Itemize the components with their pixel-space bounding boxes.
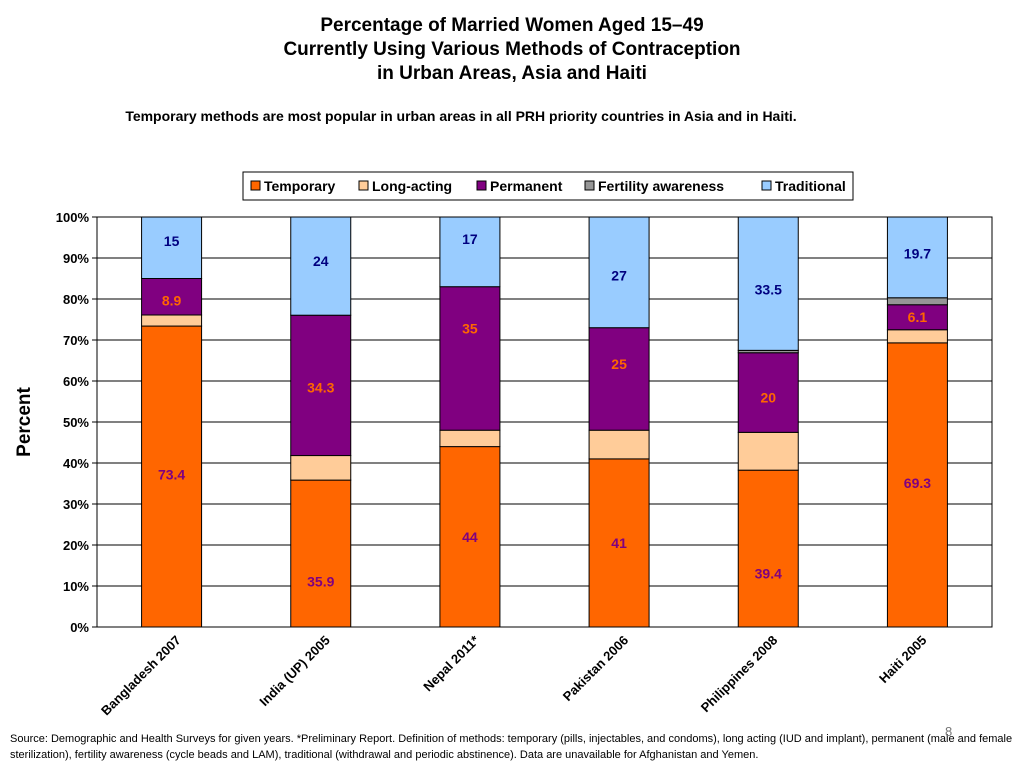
- y-tick-label: 0%: [70, 620, 89, 635]
- data-label: 44: [462, 529, 478, 545]
- bar-segment-fertility-awareness: [886, 297, 948, 306]
- bar-segment-temporary: [141, 325, 203, 628]
- data-label: 39.4: [755, 566, 782, 582]
- chart-title: Percentage of Married Women Aged 15–49 C…: [0, 14, 1024, 86]
- legend-entry: Traditional: [775, 178, 846, 194]
- legend-entry: Temporary: [264, 178, 336, 194]
- y-tick-label: 80%: [63, 292, 89, 307]
- legend-swatch: [761, 180, 772, 191]
- y-tick-label: 50%: [63, 415, 89, 430]
- legend-swatch: [584, 180, 595, 191]
- data-label: 19.7: [904, 245, 931, 261]
- data-label: 27: [611, 267, 627, 283]
- y-tick-label: 30%: [63, 497, 89, 512]
- bar-segment-traditional: [439, 216, 501, 288]
- bar-segment-long-acting: [588, 429, 650, 460]
- x-tick-label: Pakistan 2006: [560, 633, 631, 704]
- bar-segment-long-acting: [290, 455, 352, 481]
- data-label: 25: [611, 356, 627, 372]
- bar-segment-long-acting: [737, 431, 799, 471]
- y-tick-label: 20%: [63, 538, 89, 553]
- bar-segment-long-acting: [141, 314, 203, 327]
- bar-segment-temporary: [290, 479, 352, 628]
- chart-subtitle: Temporary methods are most popular in ur…: [125, 108, 797, 124]
- stacked-bar-chart: 0% 10% 20% 30% 40% 50% 60% 70% 80% 90% 100% Percent…: [14, 171, 993, 719]
- y-tick-label: 10%: [63, 579, 89, 594]
- chart-title-line-3: in Urban Areas, Asia and Haiti: [377, 63, 647, 84]
- data-label: 35: [462, 320, 478, 336]
- bar-segment-temporary: [737, 469, 799, 628]
- bar-segment-traditional: [886, 216, 948, 299]
- x-tick-label: Nepal 2011*: [420, 632, 482, 694]
- bar-segment-permanent: [737, 352, 799, 433]
- chart-title-line-1: Percentage of Married Women Aged 15–49: [320, 15, 704, 36]
- y-tick-label: 70%: [63, 333, 89, 348]
- bar-segment-long-acting: [439, 429, 501, 448]
- chart-title-line-2: Currently Using Various Methods of Contr…: [283, 39, 741, 60]
- legend-box: [242, 171, 854, 201]
- source-note: Source: Demographic and Health Surveys f…: [10, 733, 1013, 761]
- bar-segment-permanent: [588, 327, 650, 431]
- y-tick-label: 40%: [63, 456, 89, 471]
- bar-segment-long-acting: [886, 329, 948, 344]
- data-label: 35.9: [307, 574, 334, 590]
- bar-segment-temporary: [588, 458, 650, 628]
- x-tick-label: Bangladesh 2007: [98, 633, 184, 719]
- legend-swatch: [358, 180, 369, 191]
- page-number: 8: [945, 724, 953, 739]
- legend-swatch: [476, 180, 487, 191]
- data-label: 6.1: [908, 309, 928, 325]
- data-label: 24: [313, 253, 329, 269]
- data-label: 33.5: [755, 282, 782, 298]
- bar-segment-temporary: [886, 342, 948, 628]
- legend-entry: Permanent: [490, 178, 563, 194]
- bar-segment-traditional: [588, 216, 650, 329]
- legend-entry: Fertility awareness: [598, 178, 724, 194]
- bar-segment-traditional: [290, 216, 352, 316]
- legend-entry: Long-acting: [372, 178, 452, 194]
- legend: Temporary Long-acting Permanent Fertility a…: [242, 171, 854, 201]
- data-label: 34.3: [307, 379, 334, 395]
- y-axis-label: Percent: [14, 386, 35, 456]
- y-tick-label: 90%: [63, 251, 89, 266]
- bar-segment-permanent: [886, 304, 948, 331]
- data-label: 8.9: [162, 293, 182, 309]
- y-tick-label: 100%: [56, 210, 90, 225]
- data-label: 69.3: [904, 475, 931, 491]
- data-label: 17: [462, 231, 478, 247]
- data-label: 73.4: [158, 467, 185, 483]
- data-label: 20: [760, 390, 776, 406]
- bar-segment-traditional: [737, 216, 799, 351]
- x-tick-label: Philippines 2008: [698, 633, 781, 716]
- x-tick-label: Haiti 2005: [876, 633, 930, 687]
- data-label: 41: [611, 535, 627, 551]
- bar-segment-traditional: [141, 216, 203, 279]
- legend-swatch: [250, 180, 261, 191]
- bar-segment-temporary: [439, 446, 501, 628]
- data-label: 15: [164, 233, 180, 249]
- x-tick-label: India (UP) 2005: [256, 633, 333, 710]
- bar-segment-permanent: [439, 286, 501, 431]
- y-tick-label: 60%: [63, 374, 89, 389]
